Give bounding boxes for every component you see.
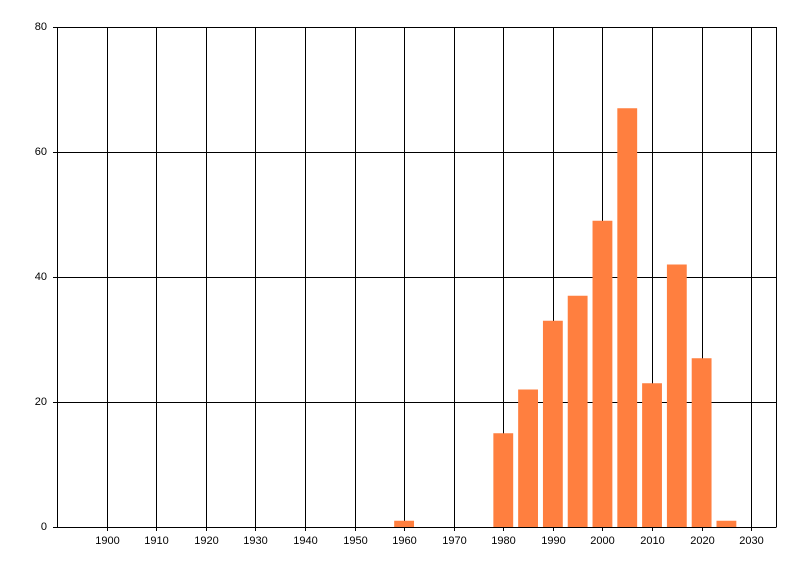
x-tick-label: 1990: [541, 535, 565, 547]
x-tick-label: 1930: [243, 535, 267, 547]
bar: [542, 320, 563, 527]
x-tick-label: 1960: [392, 535, 416, 547]
y-tick-label: 80: [35, 21, 47, 33]
bar: [592, 220, 613, 527]
bar: [493, 433, 514, 527]
x-tick-label: 1970: [442, 535, 466, 547]
y-tick-label: 40: [35, 271, 47, 283]
bar: [666, 264, 687, 527]
bar: [617, 108, 638, 527]
bar: [642, 383, 662, 527]
x-tick-label: 1950: [343, 535, 367, 547]
bar: [716, 520, 737, 527]
x-tick-label: 2000: [590, 535, 614, 547]
bar: [394, 520, 415, 527]
bar: [691, 358, 712, 527]
x-tick-label: 2030: [739, 535, 763, 547]
bar: [567, 295, 588, 527]
x-tick-label: 1920: [194, 535, 218, 547]
y-tick-label: 0: [41, 521, 47, 533]
y-tick-label: 60: [35, 146, 47, 158]
x-tick-label: 1910: [144, 535, 168, 547]
bar: [518, 389, 538, 527]
x-tick-label: 2020: [690, 535, 714, 547]
x-tick-label: 1900: [95, 535, 119, 547]
x-tick-label: 1940: [293, 535, 317, 547]
x-tick-label: 1980: [491, 535, 515, 547]
x-tick-label: 2010: [640, 535, 664, 547]
y-tick-label: 20: [35, 396, 47, 408]
